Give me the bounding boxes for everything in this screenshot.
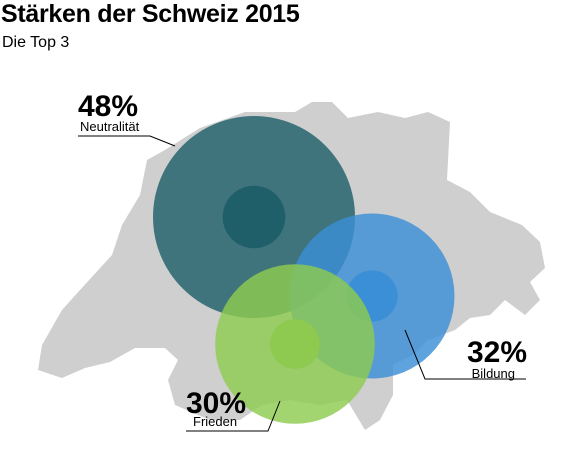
- leader-line-bildung: [404, 329, 526, 380]
- bubbles-layer: [153, 116, 455, 424]
- bubble-core-neutralitaet: [222, 185, 286, 249]
- leader-line-neutralitaet: [78, 135, 176, 147]
- bubble-core-frieden: [270, 319, 320, 369]
- chart-title: Stärken der Schweiz 2015: [1, 0, 300, 28]
- value-label-frieden: 30%: [186, 387, 246, 420]
- category-label-frieden: Frieden: [193, 414, 237, 429]
- labels-layer: 48%Neutralität 32%Bildung 30%Frieden: [78, 90, 527, 432]
- value-label-neutralitaet: 48%: [78, 90, 138, 123]
- leader-line-frieden: [186, 400, 281, 432]
- category-label-bildung: Bildung: [472, 366, 515, 381]
- category-label-neutralitaet: Neutralität: [80, 119, 140, 134]
- value-label-bildung: 32%: [467, 336, 527, 369]
- chart-subtitle: Die Top 3: [2, 34, 70, 51]
